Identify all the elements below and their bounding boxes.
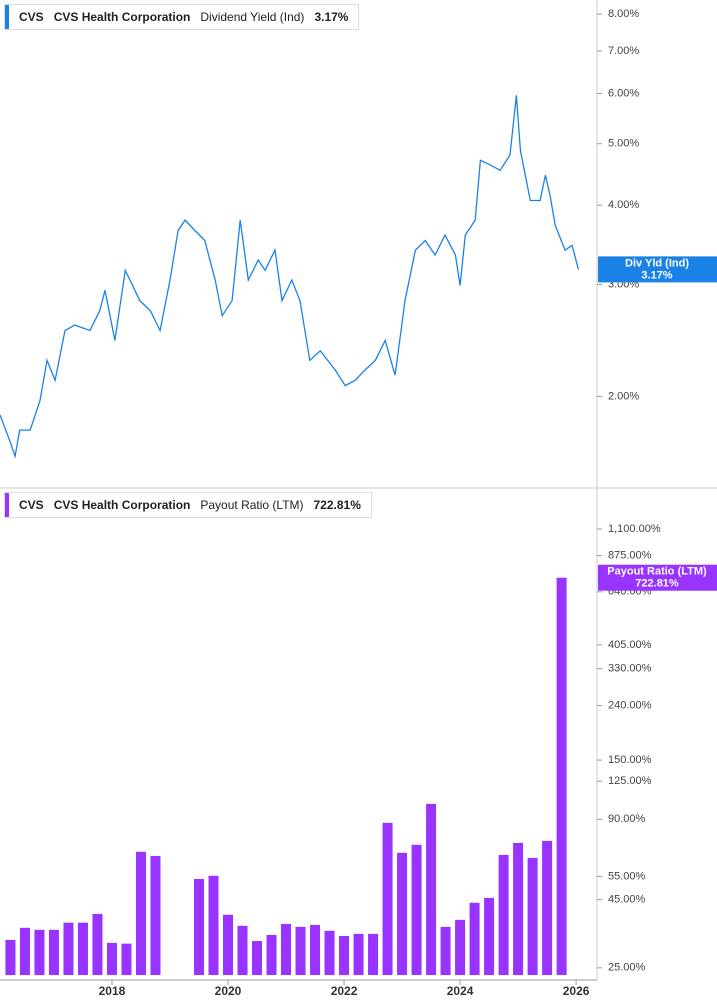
bar <box>121 943 132 975</box>
y-tick-label: 5.00% <box>608 138 639 150</box>
bar <box>310 924 321 975</box>
bar <box>150 855 161 975</box>
value-tag <box>598 256 717 283</box>
bar <box>527 857 538 975</box>
bar <box>194 878 204 975</box>
bar <box>542 840 553 975</box>
bar <box>368 933 379 975</box>
y-tick-label: 8.00% <box>608 8 639 20</box>
bar <box>266 934 277 975</box>
bar <box>440 926 451 975</box>
legend-swatch <box>5 5 9 29</box>
ticker: CVS <box>19 10 44 24</box>
value-tag-value: 3.17% <box>641 269 672 281</box>
y-tick-label: 240.00% <box>608 699 652 711</box>
bar <box>397 852 408 975</box>
bar <box>223 914 234 975</box>
value-tag-name: Payout Ratio (LTM) <box>607 566 707 578</box>
legend-series: Dividend Yield (Ind) <box>200 10 305 24</box>
y-tick-label: 875.00% <box>608 549 652 561</box>
y-tick-label: 7.00% <box>608 45 639 57</box>
x-tick-label: 2022 <box>331 984 358 998</box>
y-tick-label: 330.00% <box>608 663 652 675</box>
bar <box>252 941 263 975</box>
x-tick-label: 2020 <box>215 984 242 998</box>
y-tick-label: 405.00% <box>608 639 652 651</box>
bar <box>48 929 59 975</box>
y-tick-label: 45.00% <box>608 894 646 906</box>
ticker: CVS <box>19 498 44 512</box>
bar <box>237 925 248 975</box>
legend-series: Payout Ratio (LTM) <box>200 498 304 512</box>
y-tick-label: 6.00% <box>608 87 639 99</box>
bar <box>77 922 88 975</box>
y-tick-label: 4.00% <box>608 199 639 211</box>
bar <box>19 927 30 975</box>
bar <box>426 803 437 975</box>
y-tick-label: 125.00% <box>608 775 652 787</box>
y-tick-label: 150.00% <box>608 754 652 766</box>
bar <box>455 919 466 975</box>
bar <box>382 822 393 975</box>
legend-value: 722.81% <box>313 498 361 512</box>
y-tick-label: 1,100.00% <box>608 523 661 535</box>
legend-value: 3.17% <box>314 10 349 24</box>
legend: CVS CVS Health Corporation Dividend Yiel… <box>4 4 360 30</box>
bar <box>5 939 16 975</box>
y-tick-label: 2.00% <box>608 390 639 402</box>
company: CVS Health Corporation <box>53 10 191 24</box>
legend: CVS CVS Health Corporation Payout Ratio … <box>4 492 372 518</box>
bar <box>295 926 306 975</box>
line <box>0 95 580 459</box>
bar <box>208 875 219 975</box>
bar <box>63 922 74 975</box>
bar <box>411 844 422 975</box>
x-tick-label: 2026 <box>563 984 590 998</box>
y-tick-label: 90.00% <box>608 813 646 825</box>
bar <box>281 923 292 975</box>
y-tick-label: 55.00% <box>608 870 646 882</box>
bar <box>484 897 495 975</box>
x-tick-label: 2018 <box>99 984 126 998</box>
y-tick-label: 25.00% <box>608 962 646 974</box>
company: CVS Health Corporation <box>53 498 191 512</box>
bar <box>513 842 524 975</box>
bar <box>106 942 117 975</box>
bar <box>469 902 480 975</box>
x-tick-label: 2024 <box>447 984 474 998</box>
bar <box>34 929 45 975</box>
value-tag-value: 722.81% <box>635 578 679 590</box>
bar <box>353 933 364 975</box>
value-tag <box>598 564 717 591</box>
bar <box>339 935 350 975</box>
bar <box>324 930 335 975</box>
bar <box>92 913 103 975</box>
bar <box>556 577 567 975</box>
bar <box>498 854 509 975</box>
value-tag-name: Div Yld (Ind) <box>625 257 689 269</box>
legend-swatch <box>5 493 9 517</box>
bar <box>135 851 146 975</box>
